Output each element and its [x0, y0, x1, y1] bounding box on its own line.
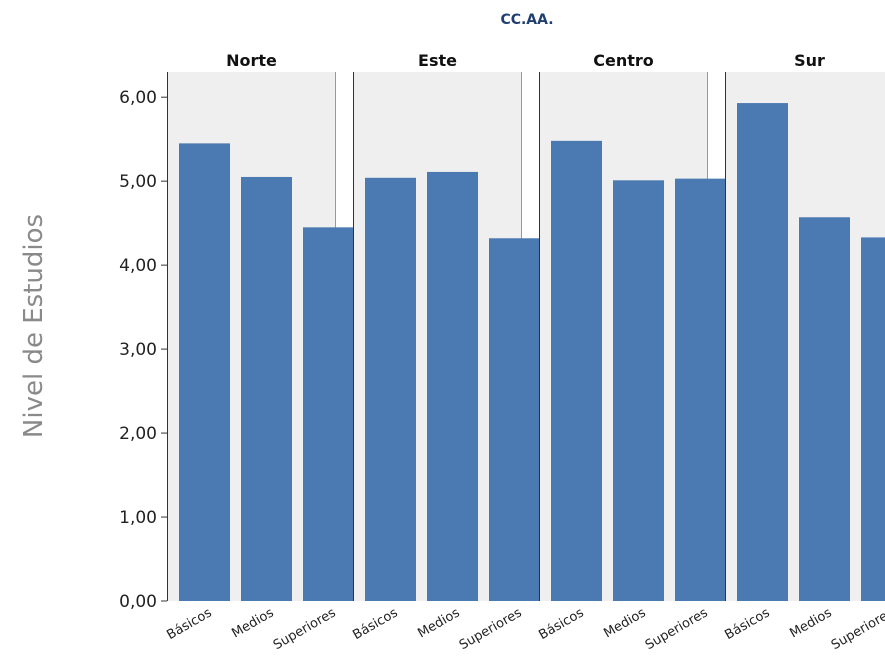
x-tick-label: Medios — [601, 605, 648, 641]
x-tick-label: Superiores — [829, 605, 885, 653]
y-axis-label: Nivel de Estudios — [19, 214, 49, 438]
x-tick-label: Básicos — [536, 605, 586, 643]
bar-centro-básicos — [551, 140, 602, 601]
x-tick-label: Básicos — [350, 605, 400, 643]
facet-title: Norte — [226, 51, 277, 70]
x-tick-label: Medios — [787, 605, 834, 641]
bar-norte-medios — [241, 176, 292, 601]
x-tick-label: Medios — [415, 605, 462, 641]
x-tick-label: Básicos — [164, 605, 214, 643]
bar-norte-superiores — [303, 227, 354, 602]
y-tick-label: 4,00 — [119, 256, 157, 276]
facet-title: Centro — [593, 51, 654, 70]
y-tick-label: 1,00 — [119, 508, 157, 528]
facet-title: Este — [418, 51, 457, 70]
x-tick-label: Superiores — [457, 605, 525, 653]
y-tick-label: 0,00 — [119, 592, 157, 612]
x-tick-label: Básicos — [722, 605, 772, 643]
bar-sur-superiores — [861, 237, 885, 601]
x-tick-label: Superiores — [643, 605, 711, 653]
y-tick-label: 3,00 — [119, 340, 157, 360]
x-tick-label: Medios — [229, 605, 276, 641]
bar-norte-básicos — [179, 143, 230, 601]
chart-super-title: CC.AA. — [500, 12, 553, 28]
y-tick-label: 5,00 — [119, 172, 157, 192]
bar-centro-medios — [613, 180, 664, 602]
bar-sur-medios — [799, 217, 850, 601]
y-tick-label: 2,00 — [119, 424, 157, 444]
y-axis: 0,00 1,00 2,00 3,00 4,00 5,00 6,00 — [119, 88, 167, 612]
bar-este-medios — [427, 171, 478, 601]
bar-centro-superiores — [675, 178, 726, 601]
x-tick-label: Superiores — [271, 605, 339, 653]
bar-este-básicos — [365, 177, 416, 602]
y-tick-label: 6,00 — [119, 88, 157, 108]
bar-este-superiores — [489, 238, 540, 601]
facet-title: Sur — [794, 51, 825, 70]
bar-sur-básicos — [737, 103, 788, 602]
